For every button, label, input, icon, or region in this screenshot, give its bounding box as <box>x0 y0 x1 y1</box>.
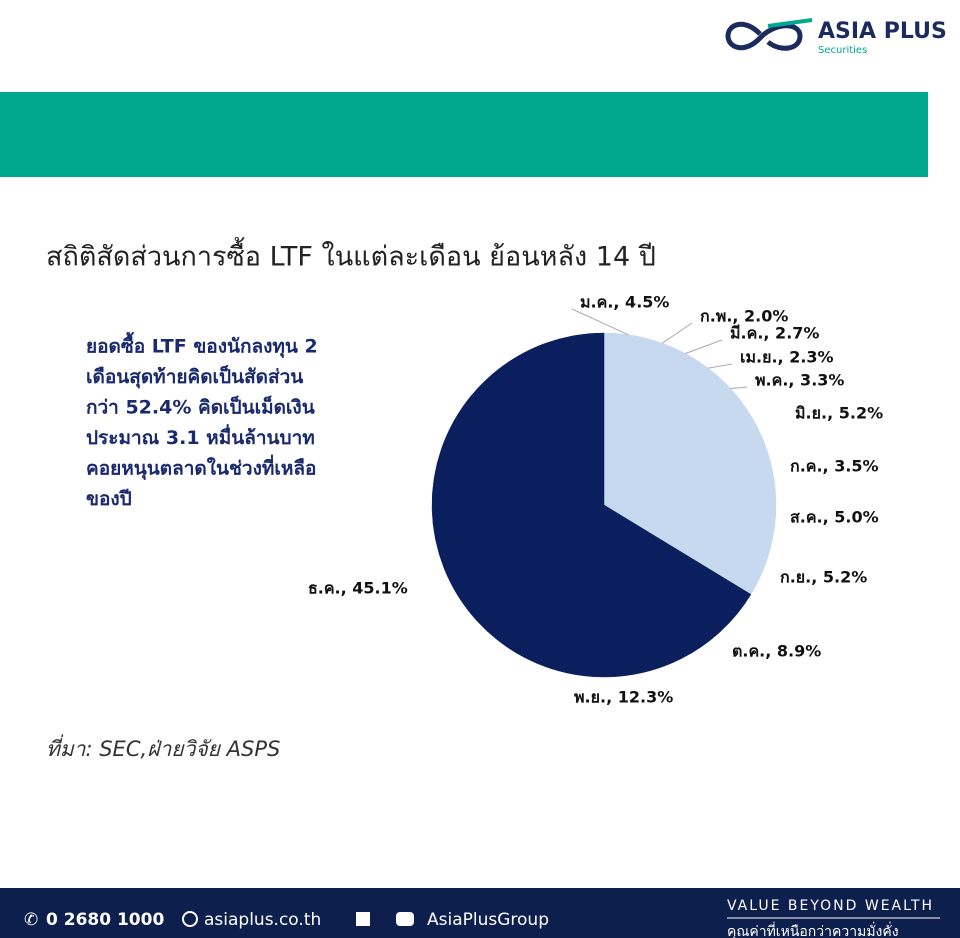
annotation-line: คอยหนุนตลาดในช่วงที่เหลือ <box>86 455 316 481</box>
website: asiaplus.co.th <box>204 910 321 930</box>
data-label: ก.ย., 5.2% <box>780 568 867 587</box>
web-icon <box>182 911 198 927</box>
leader-line <box>661 322 693 344</box>
slogan-th: คุณค่าที่เหนือกว่าความมั่งคั่ง <box>727 922 899 938</box>
data-label: ก.ค., 3.5% <box>790 457 879 476</box>
social: AsiaPlusGroup <box>427 910 549 930</box>
data-label: พ.ย., 12.3% <box>574 688 673 707</box>
data-label: ส.ค., 5.0% <box>790 508 879 527</box>
logo: ASIA PLUS Securities <box>725 18 947 56</box>
pie-slice <box>431 332 605 670</box>
youtube-icon <box>396 912 414 926</box>
data-label: เม.ย., 2.3% <box>740 348 834 367</box>
logo-mark <box>725 21 803 51</box>
pie: ม.ค., 4.5% ก.พ., 2.0%มี.ค., 2.7% เม.ย., 2.… <box>308 293 883 707</box>
logo-accent <box>767 18 813 28</box>
annotation-line: ยอดซื้อ LTF ของนักลงทุน 2 <box>86 332 318 359</box>
data-label: มี.ค., 2.7% <box>730 324 819 343</box>
footer <box>0 888 960 938</box>
annotation-line: ประมาณ 3.1 หมื่นล้านบาท <box>86 424 315 449</box>
data-label: ม.ค., 4.5% <box>580 293 669 312</box>
brand-name: ASIA PLUS <box>818 19 947 44</box>
data-label: ธ.ค., 45.1% <box>308 579 408 598</box>
slogan: VALUE BEYOND WEALTH <box>727 898 934 914</box>
brand-sub: Securities <box>818 45 867 56</box>
phone-icon: ✆ <box>24 910 38 930</box>
data-label: ต.ค., 8.9% <box>732 642 821 661</box>
leader-line <box>708 363 733 369</box>
data-label: ก.พ., 2.0% <box>700 307 788 326</box>
banner <box>0 92 928 177</box>
annotation-line: เดือนสุดท้ายคิดเป็นสัดส่วน <box>86 364 303 389</box>
annotation-line: ของปี <box>86 488 132 510</box>
phone: 0 2680 1000 <box>46 910 164 930</box>
leader-line <box>685 339 723 354</box>
source: ที่มา: SEC,ฝ่ายวิจัย ASPS <box>46 734 280 761</box>
leader-line <box>730 386 748 389</box>
facebook-icon <box>356 912 370 926</box>
leader-line <box>571 308 629 336</box>
data-label: มิ.ย., 5.2% <box>795 404 883 423</box>
chart-title: สถิติสัดส่วนการซื้อ LTF ในแต่ละเดือน ย้อ… <box>46 237 656 273</box>
pie-slice <box>603 504 752 660</box>
annotation: ยอดซื้อ LTF ของนักลงทุน 2 เดือนสุดท้ายคิด… <box>86 332 318 511</box>
data-label: พ.ค., 3.3% <box>755 371 844 390</box>
pie-slice <box>551 504 682 678</box>
annotation-line: กว่า 52.4% คิดเป็นเม็ดเงิน <box>86 395 315 419</box>
